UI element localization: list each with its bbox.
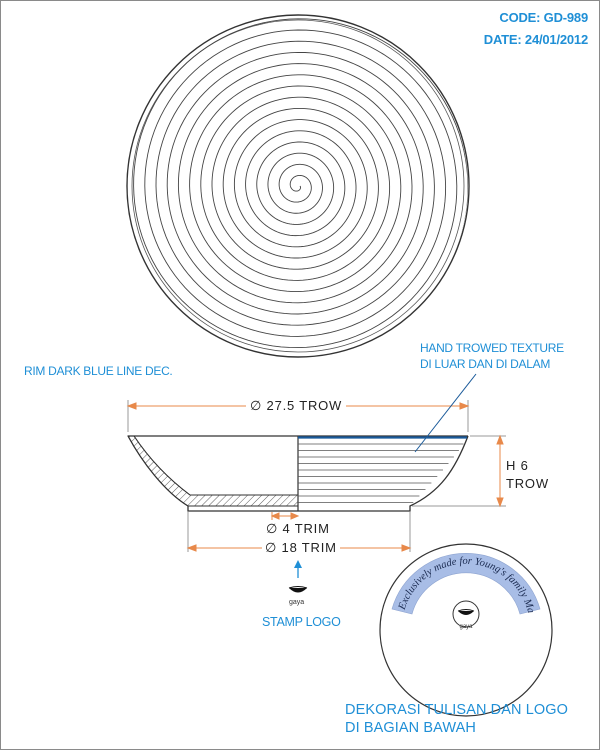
trowel-texture-lines [298,443,464,503]
height-label-1: H 6 [506,458,529,473]
side-section-view [127,435,469,512]
diameter-label: ∅ 27.5 TROW [246,398,347,414]
foot-outer-label: ∅ 18 TRIM [262,540,340,556]
inner-profile [133,435,191,496]
texture-note-line2: DI LUAR DAN DI DALAM [420,357,551,371]
bottom-logo-brand: gaya [459,624,473,630]
stamp-arrow [294,560,302,568]
stamp-logo-icon [288,586,308,593]
outer-profile [127,435,298,512]
bottom-logo-icon [458,611,474,615]
exterior-profile [298,435,469,512]
section-hatch [127,435,299,507]
height-label-2: TROW [506,476,549,491]
date-label: DATE: 24/01/2012 [483,32,588,47]
texture-note-line1: HAND TROWED TEXTURE [420,341,564,355]
bottom-deco-line2: DI BAGIAN BAWAH [345,720,476,736]
foot-inner-label: ∅ 4 TRIM [266,521,330,536]
inscription-band [391,552,541,615]
code-label: CODE: GD-989 [499,10,588,25]
texture-leader [414,373,477,453]
bottom-deco-line1: DEKORASI TULISAN DAN LOGO [345,702,569,718]
rim-note: RIM DARK BLUE LINE DEC. [24,364,173,378]
spiral-texture [133,18,468,349]
stamp-logo-brand: gaya [289,599,305,606]
plate-rim [131,19,465,353]
stamp-logo-label: STAMP LOGO [262,615,341,629]
